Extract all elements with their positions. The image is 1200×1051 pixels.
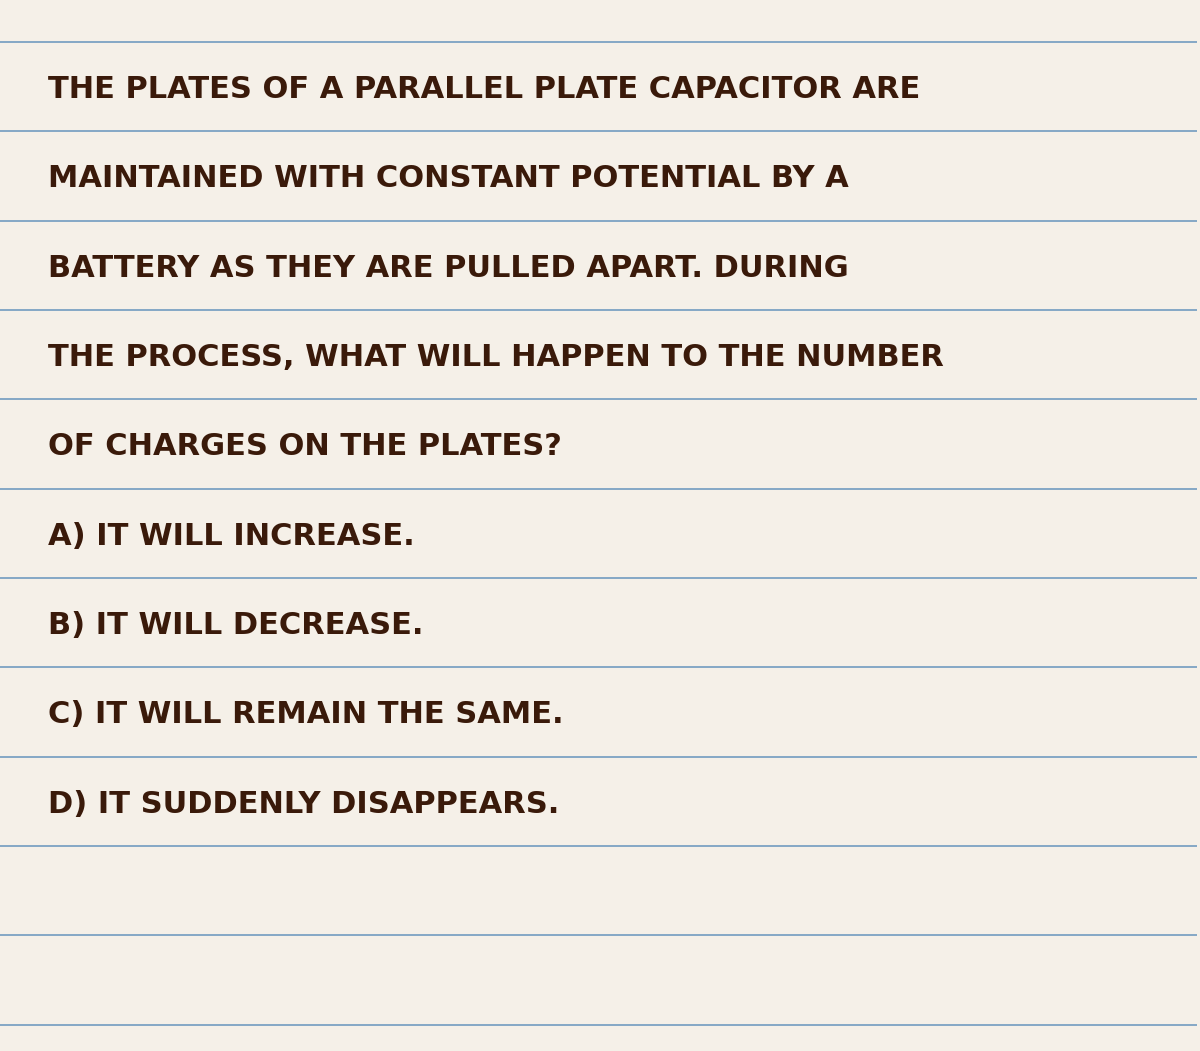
Text: THE PLATES OF A PARALLEL PLATE CAPACITOR ARE: THE PLATES OF A PARALLEL PLATE CAPACITOR… (48, 75, 920, 104)
Text: A) IT WILL INCREASE.: A) IT WILL INCREASE. (48, 521, 415, 551)
Text: BATTERY AS THEY ARE PULLED APART. DURING: BATTERY AS THEY ARE PULLED APART. DURING (48, 253, 848, 283)
Text: MAINTAINED WITH CONSTANT POTENTIAL BY A: MAINTAINED WITH CONSTANT POTENTIAL BY A (48, 164, 848, 193)
Text: D) IT SUDDENLY DISAPPEARS.: D) IT SUDDENLY DISAPPEARS. (48, 789, 559, 819)
Text: C) IT WILL REMAIN THE SAME.: C) IT WILL REMAIN THE SAME. (48, 700, 564, 729)
Text: OF CHARGES ON THE PLATES?: OF CHARGES ON THE PLATES? (48, 432, 562, 461)
Text: THE PROCESS, WHAT WILL HAPPEN TO THE NUMBER: THE PROCESS, WHAT WILL HAPPEN TO THE NUM… (48, 343, 943, 372)
Text: B) IT WILL DECREASE.: B) IT WILL DECREASE. (48, 611, 424, 640)
